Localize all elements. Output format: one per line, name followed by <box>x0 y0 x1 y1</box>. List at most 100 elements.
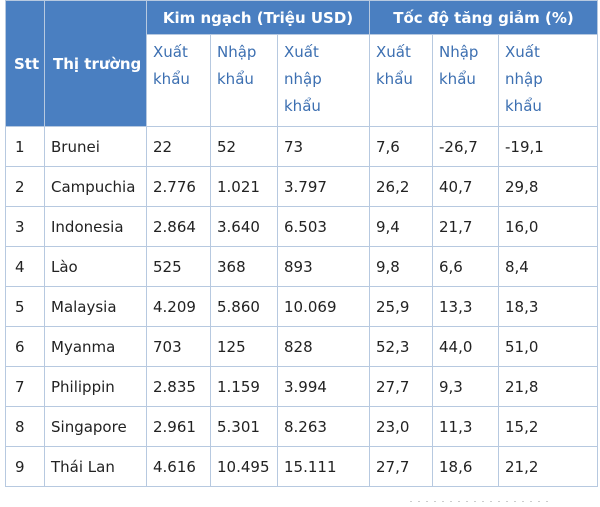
cell-import: 3.640 <box>210 206 278 247</box>
cell-export: 2.864 <box>146 206 211 247</box>
cell-total-growth: -19,1 <box>498 126 598 167</box>
cell-stt: 3 <box>5 206 45 247</box>
cell-total: 73 <box>277 126 370 167</box>
cell-total: 8.263 <box>277 406 370 447</box>
table-row: 1 Brunei 22 52 73 7,6 -26,7 -19,1 <box>5 126 598 167</box>
cell-export-growth: 27,7 <box>369 446 433 487</box>
header-market: Thị trường <box>44 0 147 127</box>
cell-import: 1.159 <box>210 366 278 407</box>
cell-export-growth: 25,9 <box>369 286 433 327</box>
header-sub-word: khẩu <box>153 70 190 88</box>
cell-export: 2.776 <box>146 166 211 207</box>
cell-export: 2.835 <box>146 366 211 407</box>
header-sub-word: khẩu <box>217 70 254 88</box>
cell-stt: 8 <box>5 406 45 447</box>
header-sub-5: Xuất nhập khẩu <box>498 34 598 127</box>
cell-market: Brunei <box>44 126 147 167</box>
header-stt: Stt <box>5 0 45 127</box>
cell-import-growth: 40,7 <box>432 166 499 207</box>
header-sub-4: Nhập khẩu <box>432 34 499 127</box>
cell-total: 10.069 <box>277 286 370 327</box>
cell-export: 2.961 <box>146 406 211 447</box>
cell-market: Lào <box>44 246 147 287</box>
header-sub-word: khẩu <box>376 70 413 88</box>
cell-market: Malaysia <box>44 286 147 327</box>
cell-total: 3.994 <box>277 366 370 407</box>
header-sub-3: Xuất khẩu <box>369 34 433 127</box>
cell-stt: 1 <box>5 126 45 167</box>
cell-total: 828 <box>277 326 370 367</box>
cell-import-growth: 6,6 <box>432 246 499 287</box>
table-row: 7 Philippin 2.835 1.159 3.994 27,7 9,3 21,8 <box>5 366 598 407</box>
cell-market: Thái Lan <box>44 446 147 487</box>
cell-stt: 4 <box>5 246 45 287</box>
header-sub-word: khẩu <box>505 97 542 115</box>
table-row: 9 Thái Lan 4.616 10.495 15.111 27,7 18,6 21,2 <box>5 446 598 487</box>
header-sub-1: Nhập khẩu <box>210 34 278 127</box>
cell-export: 703 <box>146 326 211 367</box>
header-sub-word: Xuất <box>153 43 188 61</box>
table-row: 6 Myanma 703 125 828 52,3 44,0 51,0 <box>5 326 598 367</box>
cell-total-growth: 51,0 <box>498 326 598 367</box>
cell-import-growth: 21,7 <box>432 206 499 247</box>
cell-export: 525 <box>146 246 211 287</box>
cell-import-growth: 44,0 <box>432 326 499 367</box>
cell-import: 125 <box>210 326 278 367</box>
table-row: 5 Malaysia 4.209 5.860 10.069 25,9 13,3 18,3 <box>5 286 598 327</box>
header-sub-word: Xuất <box>376 43 411 61</box>
cell-export-growth: 23,0 <box>369 406 433 447</box>
table-row: 4 Lào 525 368 893 9,8 6,6 8,4 <box>5 246 598 287</box>
cell-export: 4.209 <box>146 286 211 327</box>
header-sub-word: Xuất <box>505 43 540 61</box>
cell-total: 893 <box>277 246 370 287</box>
trade-table: Stt Thị trường Kim ngạch (Triệu USD) Tốc… <box>5 0 598 487</box>
cell-total-growth: 15,2 <box>498 406 598 447</box>
cell-import-growth: 9,3 <box>432 366 499 407</box>
cell-stt: 7 <box>5 366 45 407</box>
table-row: 2 Campuchia 2.776 1.021 3.797 26,2 40,7 29,8 <box>5 166 598 207</box>
cell-import: 10.495 <box>210 446 278 487</box>
cell-total-growth: 16,0 <box>498 206 598 247</box>
cell-import: 368 <box>210 246 278 287</box>
cell-export-growth: 9,8 <box>369 246 433 287</box>
table-row: 3 Indonesia 2.864 3.640 6.503 9,4 21,7 16,0 <box>5 206 598 247</box>
cell-export-growth: 52,3 <box>369 326 433 367</box>
header-sub-word: khẩu <box>284 97 321 115</box>
cell-import-growth: 11,3 <box>432 406 499 447</box>
cell-export-growth: 26,2 <box>369 166 433 207</box>
cell-market: Myanma <box>44 326 147 367</box>
header-sub-word: nhập <box>284 70 322 88</box>
cell-export: 22 <box>146 126 211 167</box>
cell-total: 15.111 <box>277 446 370 487</box>
table-row: 8 Singapore 2.961 5.301 8.263 23,0 11,3 15,2 <box>5 406 598 447</box>
cell-import-growth: 13,3 <box>432 286 499 327</box>
header-growth-group: Tốc độ tăng giảm (%) <box>369 0 598 35</box>
cell-total-growth: 21,2 <box>498 446 598 487</box>
cell-market: Campuchia <box>44 166 147 207</box>
table-body: 1 Brunei 22 52 73 7,6 -26,7 -19,1 2 Campuchia 2.77… <box>5 126 598 487</box>
cell-total-growth: 8,4 <box>498 246 598 287</box>
cell-stt: 6 <box>5 326 45 367</box>
cell-stt: 5 <box>5 286 45 327</box>
cell-stt: 9 <box>5 446 45 487</box>
header-turnover-group: Kim ngạch (Triệu USD) <box>146 0 370 35</box>
cell-import: 5.860 <box>210 286 278 327</box>
cell-export-growth: 7,6 <box>369 126 433 167</box>
header-sub-word: Nhập <box>439 43 479 61</box>
cell-market: Philippin <box>44 366 147 407</box>
cell-export-growth: 27,7 <box>369 366 433 407</box>
cell-import: 52 <box>210 126 278 167</box>
header-sub-word: Xuất <box>284 43 319 61</box>
cell-import: 1.021 <box>210 166 278 207</box>
cell-total: 6.503 <box>277 206 370 247</box>
cell-total-growth: 18,3 <box>498 286 598 327</box>
header-sub-2: Xuất nhập khẩu <box>277 34 370 127</box>
cell-total-growth: 29,8 <box>498 166 598 207</box>
cell-market: Indonesia <box>44 206 147 247</box>
cell-import-growth: -26,7 <box>432 126 499 167</box>
cell-import: 5.301 <box>210 406 278 447</box>
header-sub-word: khẩu <box>439 70 476 88</box>
cell-import-growth: 18,6 <box>432 446 499 487</box>
header-sub-0: Xuất khẩu <box>146 34 211 127</box>
header-sub-word: Nhập <box>217 43 257 61</box>
